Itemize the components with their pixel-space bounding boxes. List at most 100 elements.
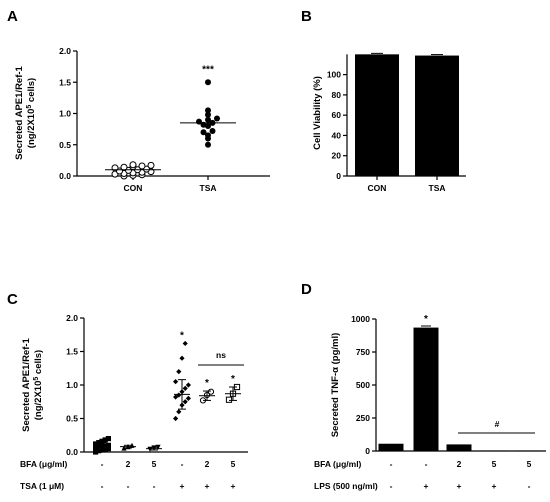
panel-a-point — [209, 128, 216, 134]
panel-c-y-label-part: (ng/2X10 — [33, 381, 44, 421]
panel-a-point — [205, 123, 211, 129]
panel-c-point — [176, 369, 182, 375]
panel-b-y-label: Cell Viability (%) — [312, 76, 323, 150]
panel-d-y-tick-label: 500 — [356, 380, 370, 390]
panel-c-tsa-value: - — [101, 481, 104, 491]
panel-a-y-tick-label: 0.0 — [59, 171, 71, 181]
panel-a-x-tick-label: CON — [124, 183, 143, 193]
panel-c-point — [173, 394, 179, 400]
panel-c-bfa-value: 2 — [126, 459, 131, 469]
panel-c-bfa-row-label: BFA (μg/ml) — [20, 459, 68, 469]
panel-d-lps-row-label: LPS (500 ng/ml) — [314, 481, 378, 491]
panel-d-lps-value: + — [424, 481, 429, 491]
panel-b-y-tick-label: 0 — [336, 171, 341, 181]
panel-a-y-label-part: cells) — [26, 78, 37, 105]
panel-a-significance: *** — [202, 64, 214, 75]
panel-b-bar-chart: 0 20 40 60 80 100 CON TSA Cell Viability (%) — [312, 52, 466, 193]
panel-d-lps-value: + — [492, 481, 497, 491]
panel-b-x-tick-label: CON — [368, 183, 387, 193]
panel-c-y-label-line2: (ng/2X105 cells) — [33, 350, 45, 420]
panel-c-point — [99, 438, 105, 444]
panel-a-point — [205, 116, 211, 123]
panel-label-c: C — [7, 291, 18, 308]
panel-c-point — [105, 436, 111, 442]
panel-a-y-tick-label: 1.5 — [59, 77, 71, 87]
panel-c-bfa-value: 2 — [205, 459, 210, 469]
panel-c-bfa-value: - — [101, 459, 104, 469]
panel-c-point — [93, 445, 99, 451]
panel-c-point — [93, 449, 99, 455]
panel-a-y-tick-label: 2.0 — [59, 46, 71, 56]
panel-d-y-label: Secreted TNF-α (pg/ml) — [330, 333, 341, 438]
panel-c-tsa-value: - — [153, 481, 156, 491]
panel-c-tsa-row-label: TSA (1 μM) — [20, 481, 64, 491]
panel-c-y-label-line1: Secreted APE1/Ref-1 — [21, 337, 32, 431]
panel-d-hash-label: # — [495, 419, 500, 429]
panel-a-scatter: 0.0 0.5 1.0 1.5 2.0 CON TSA Secreted APE1/Ref-1… — [14, 46, 270, 193]
panel-c-point — [147, 446, 153, 452]
panel-c-bfa-value: 5 — [152, 459, 157, 469]
panel-d-y-tick-label: 250 — [356, 413, 370, 423]
panel-c-tsa-value: - — [127, 481, 130, 491]
panel-c-y-label-part: cells) — [33, 350, 44, 377]
panel-a-y-label-line2: (ng/2X105 cells) — [26, 78, 38, 148]
panel-c-point — [182, 340, 188, 347]
panel-d-bar — [378, 443, 404, 451]
panel-d-bar — [516, 450, 542, 452]
panel-a-point — [205, 132, 211, 139]
panel-a-point — [147, 161, 155, 169]
panel-b-y-tick-label: 100 — [327, 70, 341, 80]
panel-c-y-tick-label: 2.0 — [66, 313, 78, 323]
panel-c-series-4 — [173, 340, 191, 422]
panel-c-bfa-value: - — [181, 459, 184, 469]
panel-d-lps-value: + — [457, 481, 462, 491]
panel-a-point — [205, 79, 211, 86]
panel-label-a: A — [7, 8, 18, 25]
panel-c-point — [105, 446, 111, 452]
panel-c-point — [96, 444, 102, 450]
panel-d-bar — [446, 444, 472, 451]
panel-b-bar-tsa — [415, 55, 459, 176]
panel-d-bfa-value: - — [390, 459, 393, 469]
panel-a-y-label-superscript: 5 — [26, 105, 33, 109]
panel-c-point — [185, 382, 191, 388]
panel-c-point — [93, 441, 99, 447]
panel-a-point — [138, 162, 146, 170]
panel-c-tsa-value: + — [205, 481, 210, 491]
panel-d-significance: * — [424, 314, 428, 325]
panel-c-point — [105, 442, 111, 448]
panel-a-y-tick-label: 1.0 — [59, 109, 71, 119]
panel-c-significance: * — [205, 378, 209, 389]
panel-b-x-tick-label: TSA — [429, 183, 446, 193]
panel-c-significance: * — [180, 330, 184, 341]
panel-c-tsa-value: + — [231, 481, 236, 491]
panel-c-point — [185, 395, 191, 401]
panel-a-y-tick-label: 0.5 — [59, 140, 71, 150]
panel-d-bfa-row-label: BFA (μg/ml) — [314, 459, 362, 469]
panel-d-bfa-value: 5 — [527, 459, 532, 469]
panel-d-bar — [413, 327, 439, 451]
panel-c-tsa-value: + — [180, 481, 185, 491]
panel-c-point — [102, 446, 108, 452]
panel-c-point — [225, 396, 233, 403]
panel-d-bar — [481, 450, 507, 452]
panel-c-y-label-superscript: 5 — [33, 377, 40, 381]
panel-a-series-tsa — [196, 79, 220, 148]
panel-b-y-tick-label: 60 — [332, 110, 342, 120]
panel-a-y-label-part: (ng/2X10 — [26, 109, 37, 149]
panel-c-point — [207, 388, 215, 395]
panel-b-y-tick-label: 20 — [332, 151, 342, 161]
panel-a-point — [200, 129, 207, 136]
panel-d-lps-value: - — [390, 481, 393, 491]
panel-c-bfa-value: 5 — [231, 459, 236, 469]
panel-c-point — [182, 399, 188, 405]
panel-c-scatter: 0.0 0.5 1.0 1.5 2.0 Secreted APE1/Ref-1 (ng/2X… — [20, 313, 248, 491]
panel-d-y-tick-label: 750 — [356, 347, 370, 357]
panel-c-point — [102, 443, 108, 449]
panel-c-point — [102, 437, 108, 443]
panel-d-y-tick-label: 1000 — [351, 314, 370, 324]
panel-b-bar-con — [355, 54, 399, 177]
panel-c-point — [176, 392, 182, 398]
panel-b-y-tick-label: 40 — [332, 130, 342, 140]
